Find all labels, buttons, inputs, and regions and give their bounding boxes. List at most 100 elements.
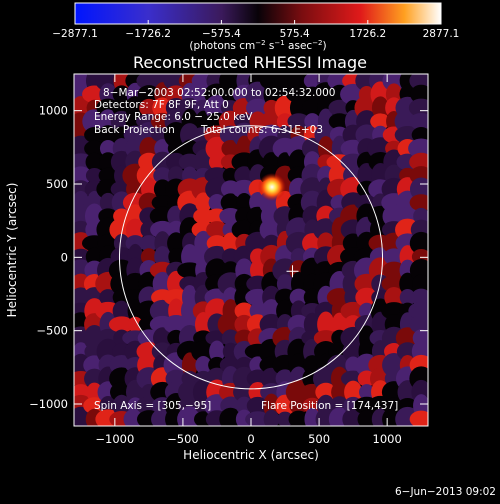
image-texture-blob [355, 287, 379, 308]
image-texture-blob [108, 316, 135, 333]
image-texture-blob [245, 98, 270, 118]
colorbar-tick-label: −1726.2 [125, 28, 171, 40]
image-texture-blob [99, 289, 117, 306]
image-texture-blob [331, 312, 348, 337]
image-texture-blob [357, 410, 376, 426]
image-texture-blob [209, 340, 225, 363]
image-texture-blob [289, 96, 308, 120]
solar-limb-circle [118, 125, 384, 390]
image-texture-blob [288, 410, 309, 426]
image-texture-blob [246, 396, 269, 415]
image-texture-blob [395, 327, 420, 349]
image-texture-blob [409, 194, 428, 212]
image-texture-blob [112, 85, 131, 104]
colorbar-unit-label: (photons cm−2 s−1 asec−2) [189, 39, 326, 52]
annotation-method: Back Projection [94, 124, 175, 136]
image-texture-blob [302, 233, 323, 254]
spin-axis-marker [286, 265, 299, 278]
image-texture-blob [191, 340, 216, 363]
image-texture-blob [263, 409, 280, 426]
y-tick-label: 1000 [39, 104, 68, 118]
image-texture-blob [276, 411, 294, 426]
image-texture-blob [303, 288, 321, 307]
x-tick-label: 0 [247, 432, 254, 446]
image-texture-blob [205, 177, 229, 201]
image-texture-blob [399, 272, 416, 296]
axis-ticks [74, 74, 428, 426]
image-texture-blob [260, 367, 282, 390]
image-texture-blob [112, 394, 131, 417]
image-texture-blob [83, 397, 106, 415]
image-texture-blob [112, 300, 131, 322]
flare-peak [258, 173, 286, 201]
image-texture-blob [259, 218, 284, 242]
image-texture-blob [222, 232, 240, 254]
image-texture-blob [85, 152, 104, 172]
image-texture-blob [137, 85, 161, 104]
image-texture-blob [318, 136, 334, 161]
image-texture-blob [85, 247, 104, 267]
image-texture-blob [274, 95, 296, 121]
x-tick-label: 1000 [373, 432, 402, 446]
image-texture-blob [195, 110, 212, 133]
image-texture-blob [222, 342, 239, 361]
image-texture-blob [154, 246, 171, 268]
image-texture-blob [315, 382, 337, 402]
image-map [74, 74, 428, 426]
annotation-time-range: 8−Mar−2003 02:52:00.000 to 02:54:32.000 [103, 87, 335, 99]
image-texture-blob [208, 194, 226, 212]
image-texture-blob [151, 195, 174, 211]
image-texture-blob [85, 167, 103, 184]
image-texture-blob [125, 218, 145, 241]
image-texture-blob [276, 274, 294, 294]
image-texture-blob [358, 302, 375, 320]
y-tick-label: 500 [46, 177, 68, 191]
image-texture-blob [411, 288, 428, 307]
footer-date: 6−Jun−2013 09:02 [395, 486, 496, 498]
image-texture-blob [220, 193, 241, 212]
colorbar-ticks: −2877.1 −1726.2 −575.4 575.4 1726.2 2877.1 [52, 20, 459, 40]
image-texture-blob [249, 259, 266, 281]
x-tick-label: −500 [167, 432, 199, 446]
image-texture-blob [382, 261, 406, 280]
image-texture-blob [195, 192, 212, 213]
image-texture-blob [304, 113, 321, 130]
colorbar-tick-label: 1726.2 [349, 28, 386, 40]
image-texture-blob [99, 139, 117, 157]
image-texture-blob [180, 139, 199, 158]
colorbar-tick-label: −575.4 [202, 28, 241, 40]
annotation-spin-axis: Spin Axis = [305,−95] [94, 400, 211, 412]
image-texture-blob [136, 163, 162, 188]
image-texture-blob [194, 149, 213, 175]
image-texture-blob [221, 140, 240, 157]
image-texture-blob [409, 231, 428, 255]
image-texture-blob [99, 192, 117, 213]
image-texture-blob [153, 167, 172, 184]
image-texture-blob [205, 330, 229, 346]
image-texture-blob [409, 112, 428, 130]
y-tick-label: −500 [36, 324, 68, 338]
chart-title: Reconstructed RHESSI Image [133, 53, 367, 72]
image-texture-blob [234, 166, 255, 185]
image-texture-blob [180, 123, 200, 147]
image-texture-blob [163, 289, 189, 306]
image-annotations: 8−Mar−2003 02:52:00.000 to 02:54:32.000 … [94, 87, 398, 412]
image-texture-blob [314, 125, 338, 145]
image-texture-blob [168, 248, 184, 266]
image-texture-blob [381, 302, 407, 320]
image-texture-blob [289, 288, 308, 307]
image-texture-blob [222, 167, 239, 184]
image-texture-blob [139, 235, 159, 252]
image-texture-blob [340, 301, 366, 320]
image-texture-blob [328, 99, 351, 116]
image-texture-blob [359, 384, 375, 401]
image-texture-blob [303, 312, 321, 337]
image-texture-blob [236, 192, 253, 213]
image-texture-blob [84, 140, 105, 157]
colorbar-tick-label: 575.4 [280, 28, 310, 40]
image-texture-blob [412, 274, 428, 294]
colorbar [74, 2, 442, 25]
image-texture-blob [313, 218, 339, 242]
image-texture-blob [331, 382, 348, 403]
image-texture-blob [205, 136, 229, 161]
